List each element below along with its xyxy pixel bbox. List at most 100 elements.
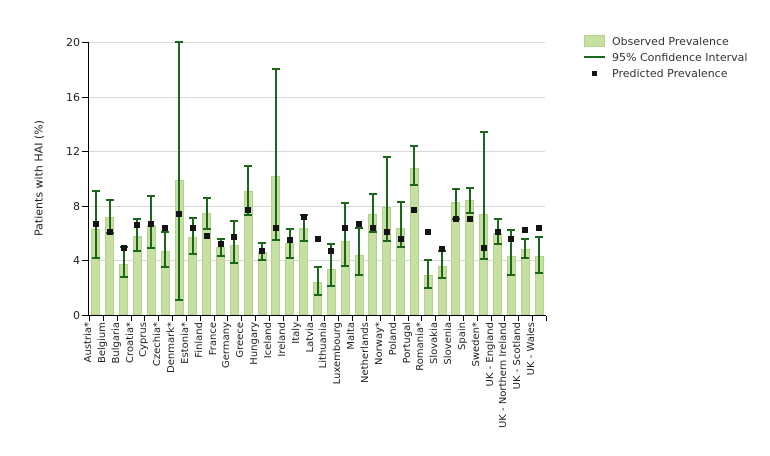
bar bbox=[520, 249, 530, 315]
predicted-marker bbox=[259, 247, 266, 254]
x-tick bbox=[490, 316, 492, 321]
x-category-label: Malta bbox=[346, 322, 358, 350]
y-tick bbox=[82, 205, 88, 207]
x-category-label: Romania* bbox=[415, 322, 427, 371]
x-tick bbox=[282, 316, 284, 321]
ci-upper-cap bbox=[313, 266, 322, 269]
confidence-interval bbox=[441, 250, 444, 279]
x-tick bbox=[296, 316, 298, 321]
predicted-marker bbox=[272, 224, 279, 231]
x-category-label: Lithuania bbox=[318, 322, 330, 369]
x-category-label: Norway* bbox=[373, 322, 385, 365]
x-category-label: Hungary bbox=[249, 322, 261, 365]
x-tick bbox=[144, 316, 146, 321]
predicted-marker bbox=[162, 224, 169, 231]
predicted-marker bbox=[231, 234, 238, 241]
confidence-interval bbox=[274, 69, 277, 240]
x-tick bbox=[518, 316, 520, 321]
x-tick bbox=[102, 316, 104, 321]
predicted-marker bbox=[245, 206, 252, 213]
predicted-marker bbox=[397, 235, 404, 242]
x-category-label: Slovakia bbox=[429, 322, 441, 364]
x-axis-line bbox=[88, 315, 546, 316]
y-axis-line bbox=[88, 42, 89, 316]
legend-label: Predicted Prevalence bbox=[612, 66, 728, 80]
x-tick bbox=[393, 316, 395, 321]
predicted-marker bbox=[356, 220, 363, 227]
ci-upper-cap bbox=[507, 229, 516, 232]
ci-lower-cap bbox=[341, 264, 350, 267]
ci-upper-cap bbox=[424, 259, 433, 262]
predicted-marker bbox=[328, 247, 335, 254]
x-tick bbox=[269, 316, 271, 321]
x-category-label: Portugal bbox=[401, 322, 413, 364]
predicted-marker bbox=[342, 224, 349, 231]
ci-lower-cap bbox=[438, 277, 447, 280]
confidence-interval bbox=[178, 42, 180, 300]
confidence-interval bbox=[413, 145, 416, 186]
predicted-marker bbox=[452, 216, 459, 223]
y-tick bbox=[82, 96, 88, 98]
ci-upper-cap bbox=[105, 199, 114, 202]
confidence-interval bbox=[358, 227, 361, 276]
ci-lower-cap bbox=[479, 258, 488, 261]
x-tick bbox=[185, 316, 187, 321]
ci-lower-cap bbox=[258, 259, 267, 262]
legend: Observed Prevalence 95% Confidence Inter… bbox=[584, 33, 747, 81]
confidence-interval bbox=[344, 203, 347, 266]
confidence-interval bbox=[399, 201, 402, 247]
ci-upper-cap bbox=[133, 218, 142, 221]
confidence-interval bbox=[427, 260, 430, 288]
ci-upper-cap bbox=[521, 237, 530, 240]
y-tick-label: 20 bbox=[66, 36, 80, 49]
x-category-label: Cyprus bbox=[138, 322, 150, 357]
predicted-marker bbox=[494, 228, 501, 235]
ci-upper-cap bbox=[355, 226, 364, 229]
x-category-label: Croatia* bbox=[124, 322, 136, 363]
x-tick bbox=[324, 316, 326, 321]
green-bar-swatch bbox=[584, 35, 605, 47]
ci-upper-cap bbox=[161, 230, 170, 233]
ci-upper-cap bbox=[493, 218, 502, 221]
ci-lower-cap bbox=[147, 247, 156, 250]
x-tick bbox=[379, 316, 381, 321]
legend-item-confidence-interval: 95% Confidence Interval bbox=[584, 49, 747, 65]
predicted-marker bbox=[466, 216, 473, 223]
ci-upper-cap bbox=[382, 155, 391, 158]
ci-lower-cap bbox=[299, 240, 308, 243]
x-category-label: Ireland bbox=[276, 322, 288, 357]
x-tick bbox=[462, 316, 464, 321]
gridline bbox=[88, 151, 545, 153]
confidence-interval bbox=[524, 238, 527, 258]
confidence-interval bbox=[468, 188, 471, 213]
ci-lower-cap bbox=[368, 230, 377, 233]
predicted-marker bbox=[217, 241, 224, 248]
confidence-interval bbox=[164, 231, 167, 268]
predicted-marker bbox=[92, 220, 99, 227]
x-category-label: Spain bbox=[456, 322, 468, 350]
x-category-label: Sweden* bbox=[470, 322, 482, 367]
ci-lower-cap bbox=[410, 184, 419, 187]
x-tick bbox=[421, 316, 423, 321]
ci-upper-cap bbox=[451, 188, 460, 191]
x-category-label: Greece bbox=[235, 322, 247, 358]
x-category-label: Finland bbox=[193, 322, 205, 358]
ci-upper-cap bbox=[258, 241, 267, 244]
legend-label: 95% Confidence Interval bbox=[612, 50, 748, 64]
ci-lower-cap bbox=[535, 271, 544, 274]
ci-upper-cap bbox=[216, 237, 225, 240]
confidence-interval bbox=[288, 229, 291, 258]
x-category-label: Netherlands bbox=[359, 322, 371, 383]
ci-upper-cap bbox=[285, 228, 294, 230]
y-tick bbox=[82, 315, 88, 316]
x-category-label: Latvia bbox=[304, 322, 316, 353]
predicted-marker bbox=[286, 236, 293, 243]
predicted-marker bbox=[300, 213, 307, 220]
ci-upper-cap bbox=[244, 165, 253, 168]
gridline bbox=[88, 42, 545, 43]
predicted-marker bbox=[134, 221, 141, 228]
gridline bbox=[88, 96, 545, 98]
predicted-marker bbox=[536, 224, 543, 231]
black-square-swatch bbox=[584, 67, 605, 79]
